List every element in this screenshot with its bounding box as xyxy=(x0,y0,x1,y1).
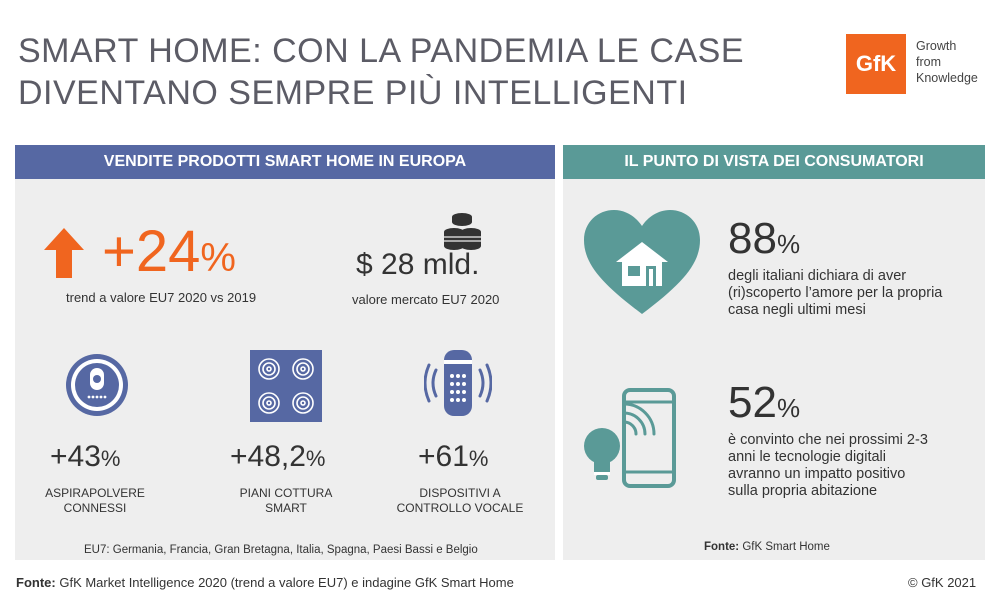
stat-88-unit: % xyxy=(776,229,801,259)
cooktop-caption-line-1: PIANI COTTURA xyxy=(239,486,333,500)
right-source-text: GfK Smart Home xyxy=(742,541,830,553)
speaker-value: +61% xyxy=(418,440,488,476)
stat-88-line-3: casa negli ultimi mesi xyxy=(728,302,866,318)
stat-52-text: è convinto che nei prossimi 2-3 anni le … xyxy=(728,432,978,500)
tagline-line-1: Growth xyxy=(916,39,957,53)
heart-house-icon xyxy=(584,210,700,314)
stat-52-number: 52 xyxy=(728,378,777,427)
stat-52-line-4: sulla propria abitazione xyxy=(728,483,878,499)
stat-52-value: 52% xyxy=(728,380,800,431)
vacuum-caption-line-1: ASPIRAPOLVERE xyxy=(45,486,145,500)
market-label: valore mercato EU7 2020 xyxy=(352,292,500,307)
vacuum-value: +43% xyxy=(50,440,120,476)
phone-bulb-icon xyxy=(584,388,676,488)
trend-label: trend a valore EU7 2020 vs 2019 xyxy=(66,290,257,305)
stat-88-text: degli italiani dichiara di aver (ri)scop… xyxy=(728,268,978,319)
arrow-up-icon xyxy=(44,228,84,278)
tagline-line-2: from xyxy=(916,55,941,69)
stat-88-number: 88 xyxy=(728,214,777,263)
smart-speaker-icon xyxy=(424,350,492,416)
logo-tagline: Growth from Knowledge xyxy=(916,38,996,86)
cooktop-number: +48,2 xyxy=(230,440,306,473)
speaker-caption-line-1: DISPOSITIVI A xyxy=(419,486,501,500)
right-source: Fonte: GfK Smart Home xyxy=(704,541,830,553)
cooktop-icon xyxy=(250,350,322,422)
footer-source: Fonte: GfK Market Intelligence 2020 (tre… xyxy=(16,575,514,590)
right-panel xyxy=(563,145,985,560)
stat-52-line-1: è convinto che nei prossimi 2-3 xyxy=(728,432,928,448)
trend-value: +24% xyxy=(102,222,236,288)
vacuum-unit: % xyxy=(100,446,121,471)
speaker-number: +61 xyxy=(418,440,469,473)
stat-52-unit: % xyxy=(776,393,801,423)
speaker-caption: DISPOSITIVI A CONTROLLO VOCALE xyxy=(392,486,528,516)
footer-source-label: Fonte: xyxy=(16,575,56,590)
market-value: $ 28 mld. xyxy=(356,248,480,281)
footer-source-text: GfK Market Intelligence 2020 (trend a va… xyxy=(59,575,514,590)
vacuum-caption: ASPIRAPOLVERE CONNESSI xyxy=(30,486,160,516)
speaker-unit: % xyxy=(468,446,489,471)
cooktop-unit: % xyxy=(305,446,326,471)
speaker-caption-line-2: CONTROLLO VOCALE xyxy=(396,501,524,515)
eu7-note: EU7: Germania, Francia, Gran Bretagna, I… xyxy=(84,544,478,556)
trend-unit: % xyxy=(200,236,236,280)
stat-52-line-2: anni le tecnologie digitali xyxy=(728,449,886,465)
gfk-logo: GfK xyxy=(846,34,906,94)
cooktop-caption: PIANI COTTURA SMART xyxy=(221,486,351,516)
stat-88-line-1: degli italiani dichiara di aver xyxy=(728,268,907,284)
cooktop-value: +48,2% xyxy=(230,440,325,476)
coins-icon xyxy=(444,213,481,250)
copyright: © GfK 2021 xyxy=(908,575,977,590)
stat-88-line-2: (ri)scoperto l’amore per la propria xyxy=(728,285,943,301)
stat-52-line-3: avranno un impatto positivo xyxy=(728,466,906,482)
title-line-1: SMART HOME: CON LA PANDEMIA LE CASE xyxy=(18,32,745,70)
robot-vacuum-icon xyxy=(66,354,128,416)
page-title: SMART HOME: CON LA PANDEMIA LE CASE DIVE… xyxy=(18,30,818,114)
right-panel-header: IL PUNTO DI VISTA DEI CONSUMATORI xyxy=(563,145,985,179)
right-source-label: Fonte: xyxy=(704,541,740,553)
vacuum-caption-line-2: CONNESSI xyxy=(63,501,127,515)
title-line-2: DIVENTANO SEMPRE PIÙ INTELLIGENTI xyxy=(18,74,688,112)
vacuum-number: +43 xyxy=(50,440,101,473)
stat-88-value: 88% xyxy=(728,216,800,267)
left-panel-header: VENDITE PRODOTTI SMART HOME IN EUROPA xyxy=(15,145,555,179)
trend-number: +24 xyxy=(102,219,201,284)
cooktop-caption-line-2: SMART xyxy=(265,501,307,515)
tagline-line-3: Knowledge xyxy=(916,71,978,85)
